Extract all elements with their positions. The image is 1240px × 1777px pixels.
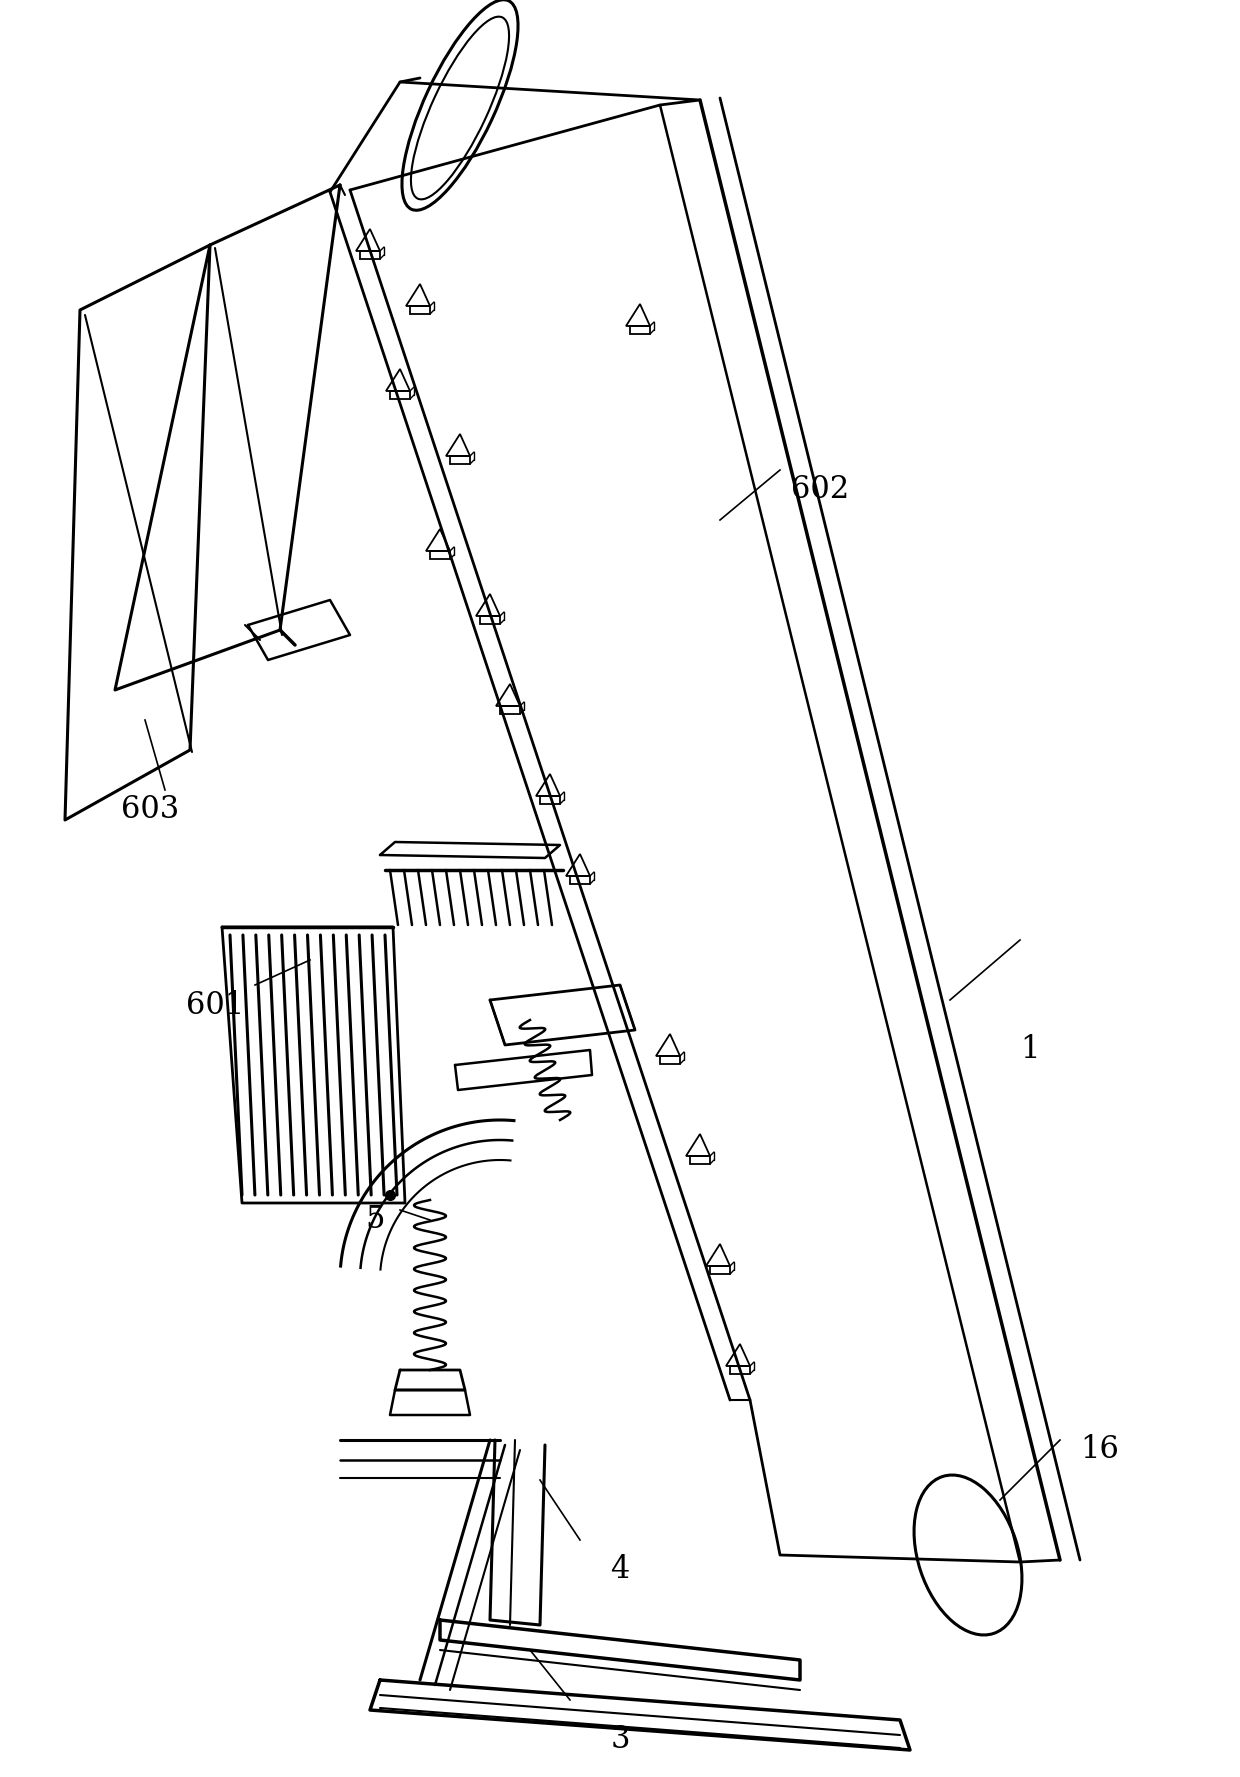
Text: 601: 601 xyxy=(186,990,244,1020)
Text: 603: 603 xyxy=(120,794,179,826)
Text: 1: 1 xyxy=(1021,1034,1040,1066)
Text: 3: 3 xyxy=(610,1724,630,1756)
Text: 16: 16 xyxy=(1080,1434,1120,1466)
Text: 5: 5 xyxy=(366,1205,384,1235)
Text: 4: 4 xyxy=(610,1555,630,1585)
Text: 602: 602 xyxy=(791,474,849,505)
